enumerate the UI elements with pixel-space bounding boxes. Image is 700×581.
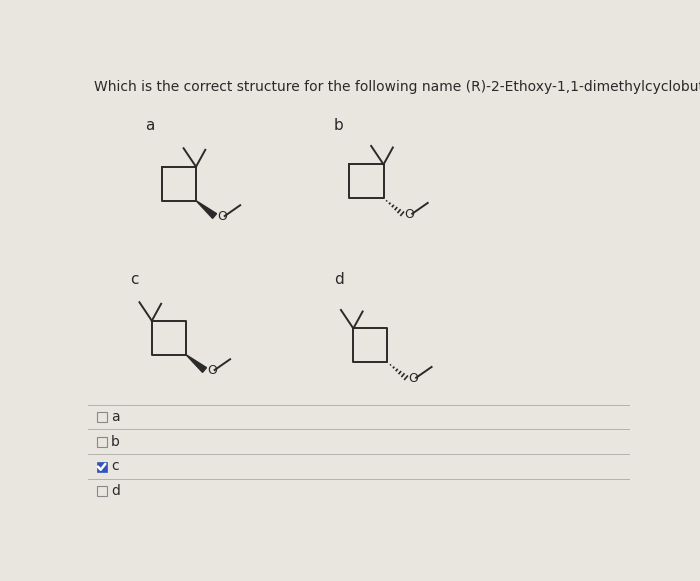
Bar xyxy=(97,437,107,447)
Bar xyxy=(97,413,107,422)
Text: O: O xyxy=(405,208,414,221)
Polygon shape xyxy=(186,354,206,372)
Text: O: O xyxy=(207,364,217,377)
Text: d: d xyxy=(111,484,120,498)
Text: O: O xyxy=(408,372,418,385)
Polygon shape xyxy=(196,200,216,218)
Text: a: a xyxy=(111,410,120,424)
Text: c: c xyxy=(130,272,139,287)
Text: O: O xyxy=(217,210,227,223)
Text: d: d xyxy=(334,272,344,287)
Text: Which is the correct structure for the following name (R)-2-Ethoxy-1,1-dimethylc: Which is the correct structure for the f… xyxy=(94,81,700,95)
Bar xyxy=(97,462,107,472)
Text: a: a xyxy=(146,118,155,133)
Text: b: b xyxy=(334,118,344,133)
Text: b: b xyxy=(111,435,120,449)
Bar xyxy=(97,486,107,496)
Text: c: c xyxy=(111,459,118,474)
